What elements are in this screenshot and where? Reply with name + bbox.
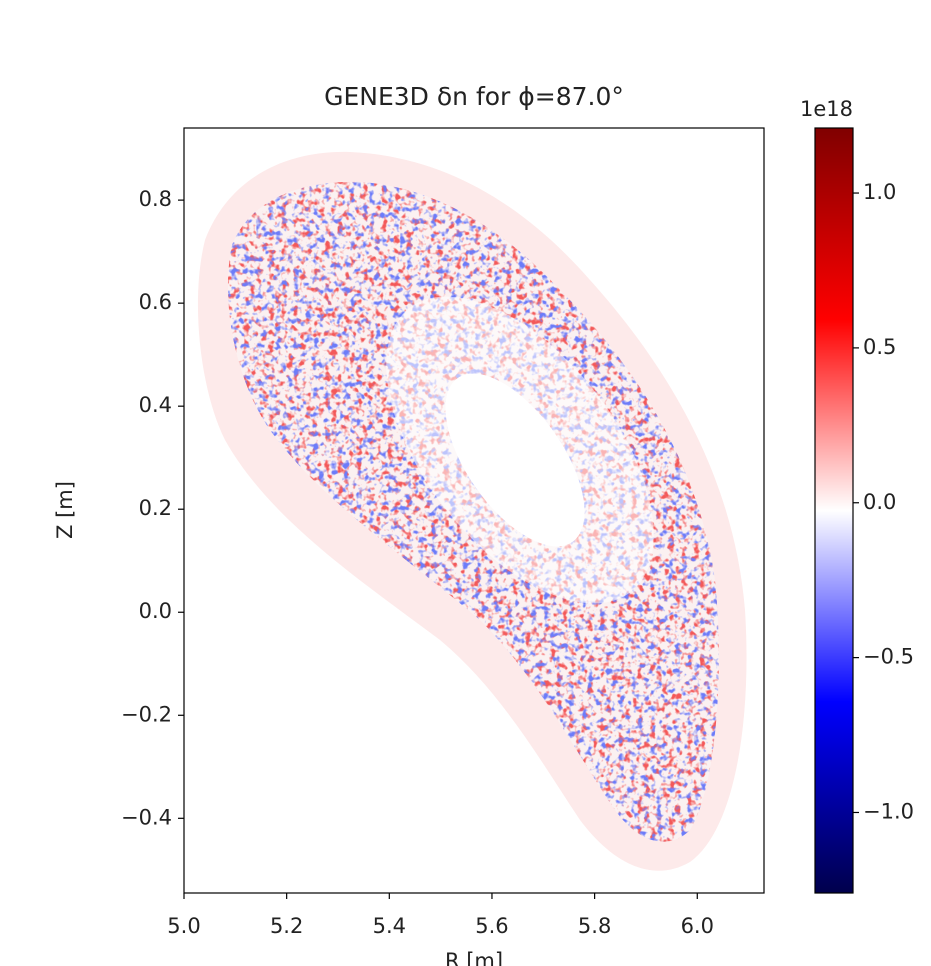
x-tick-label: 5.0 <box>167 914 200 938</box>
colorbar-tick-label: 1.0 <box>863 180 896 204</box>
y-axis-label: Z [m] <box>53 481 77 539</box>
x-axis-label: R [m] <box>445 949 503 966</box>
colorbar-offset: 1e18 <box>800 97 853 121</box>
y-tick-label: 0.4 <box>139 393 172 417</box>
colorbar-tick-label: 0.0 <box>863 490 896 514</box>
colorbar <box>814 127 854 894</box>
x-tick-label: 5.8 <box>578 914 611 938</box>
y-tick-label: 0.6 <box>139 290 172 314</box>
x-tick-label: 6.0 <box>681 914 714 938</box>
colorbar-tick-label: 0.5 <box>863 335 896 359</box>
core-hole <box>445 373 585 547</box>
chart-title: GENE3D δn for ϕ=87.0° <box>324 82 624 111</box>
colorbar-tick-label: −0.5 <box>863 645 914 669</box>
y-tick-label: 0.2 <box>139 496 172 520</box>
colorbar-tick-label: −1.0 <box>863 799 914 823</box>
x-tick-label: 5.6 <box>475 914 508 938</box>
y-tick-label: 0.8 <box>139 187 172 211</box>
x-tick-label: 5.2 <box>270 914 303 938</box>
x-tick-label: 5.4 <box>373 914 406 938</box>
y-tick-label: −0.2 <box>121 702 172 726</box>
y-tick-label: −0.4 <box>121 805 172 829</box>
axes-frame <box>183 127 765 894</box>
y-tick-label: 0.0 <box>139 599 172 623</box>
